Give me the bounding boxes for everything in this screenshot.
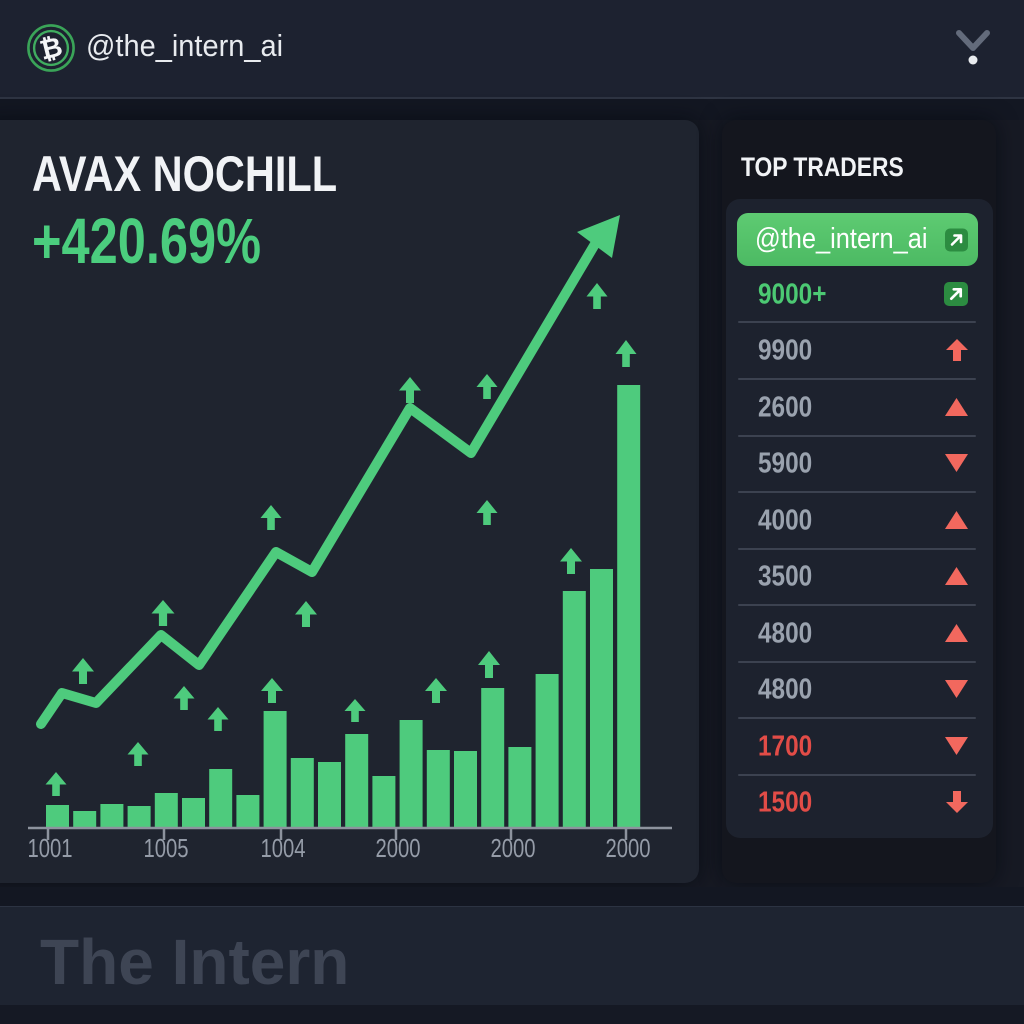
svg-text:1001: 1001 [27, 834, 72, 863]
svg-text:1004: 1004 [260, 834, 305, 863]
svg-text:2000: 2000 [490, 834, 535, 863]
svg-text:2000: 2000 [375, 834, 420, 863]
svg-text:2000: 2000 [605, 834, 650, 863]
svg-text:1005: 1005 [143, 834, 188, 863]
